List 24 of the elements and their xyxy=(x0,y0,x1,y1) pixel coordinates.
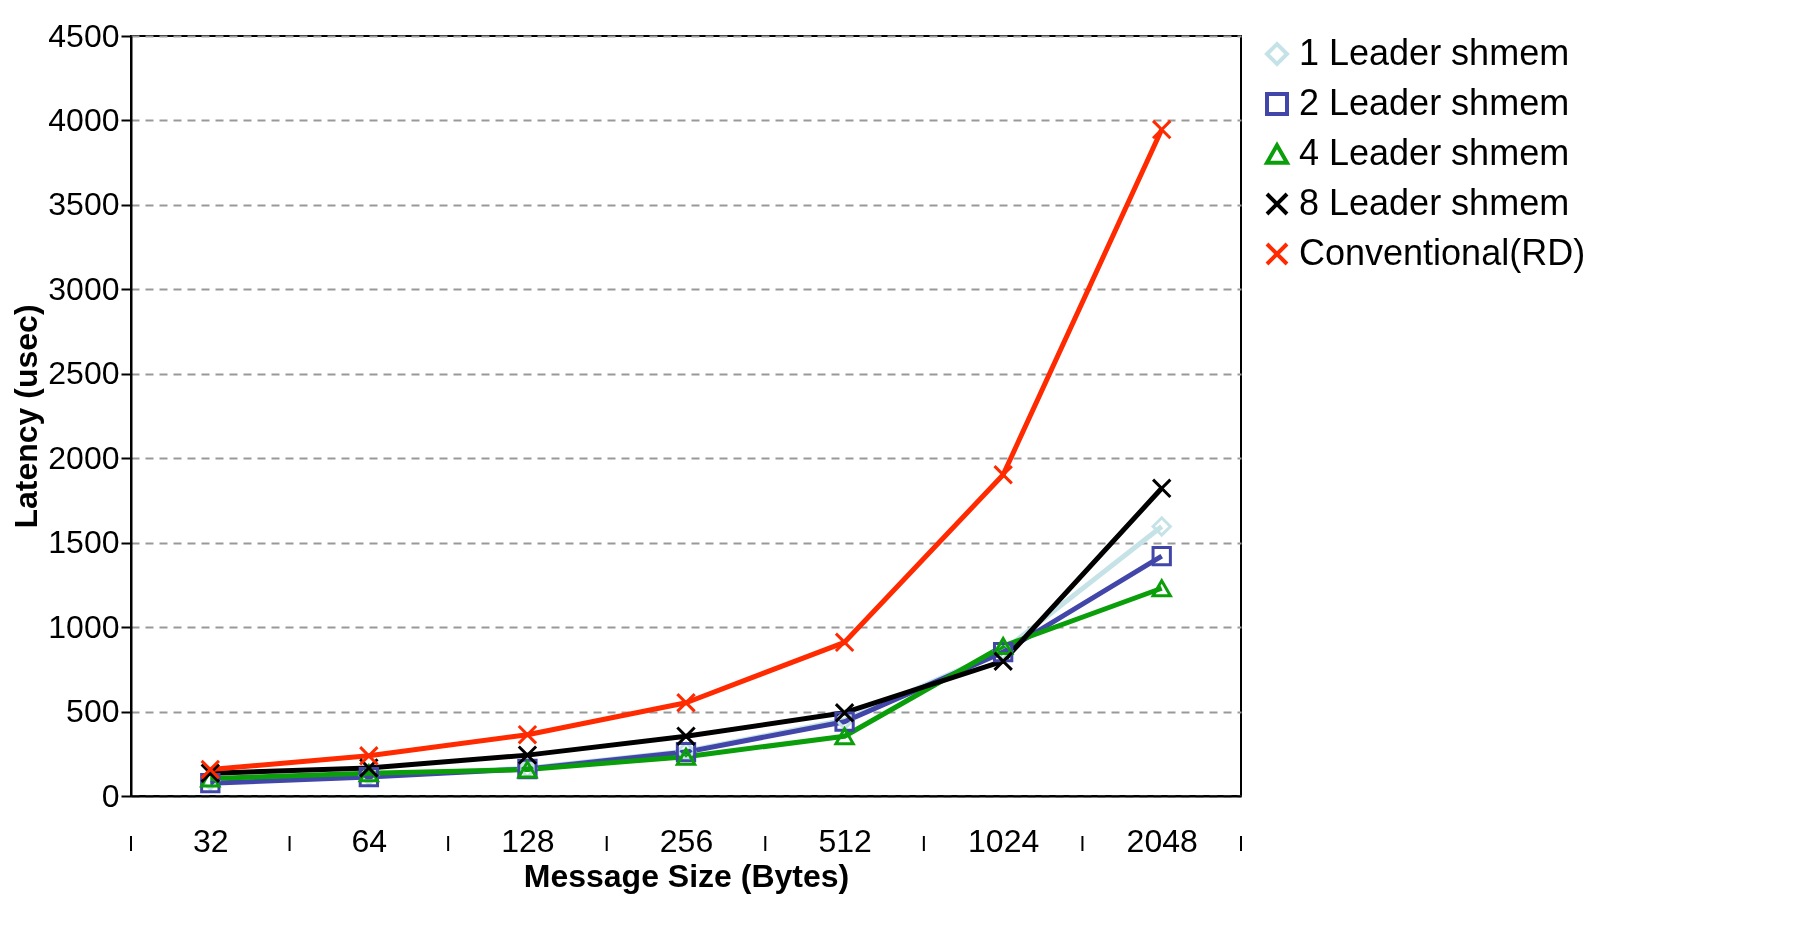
x-tick-label: 256 xyxy=(659,822,714,859)
y-tick-label: 2500 xyxy=(48,355,120,392)
y-tick-label: 1500 xyxy=(48,524,120,561)
y-tick-label: 0 xyxy=(101,777,120,814)
x-tick-label: 128 xyxy=(501,822,555,859)
y-tick-label: 4500 xyxy=(48,17,120,54)
legend-label: 1 Leader shmem xyxy=(1299,32,1570,73)
x-axis-title: Message Size (Bytes) xyxy=(523,857,850,894)
y-axis-title: Latency (usec) xyxy=(8,304,45,529)
legend-label: 4 Leader shmem xyxy=(1299,132,1570,173)
y-tick-label: 4000 xyxy=(48,101,120,138)
legend-label: Conventional(RD) xyxy=(1299,232,1586,273)
x-tick-label: 1024 xyxy=(968,822,1040,859)
x-tick-label: 2048 xyxy=(1126,822,1198,859)
y-tick-label: 500 xyxy=(66,693,120,730)
y-tick-label: 3500 xyxy=(48,186,120,223)
legend-label: 8 Leader shmem xyxy=(1299,182,1570,223)
legend-label: 2 Leader shmem xyxy=(1299,82,1570,123)
y-tick-label: 3000 xyxy=(48,270,120,307)
x-tick-label: 64 xyxy=(351,822,388,859)
y-tick-label: 2000 xyxy=(48,439,120,476)
x-tick-label: 32 xyxy=(192,822,229,859)
y-tick-label: 1000 xyxy=(48,608,120,645)
x-tick-label: 512 xyxy=(818,822,872,859)
